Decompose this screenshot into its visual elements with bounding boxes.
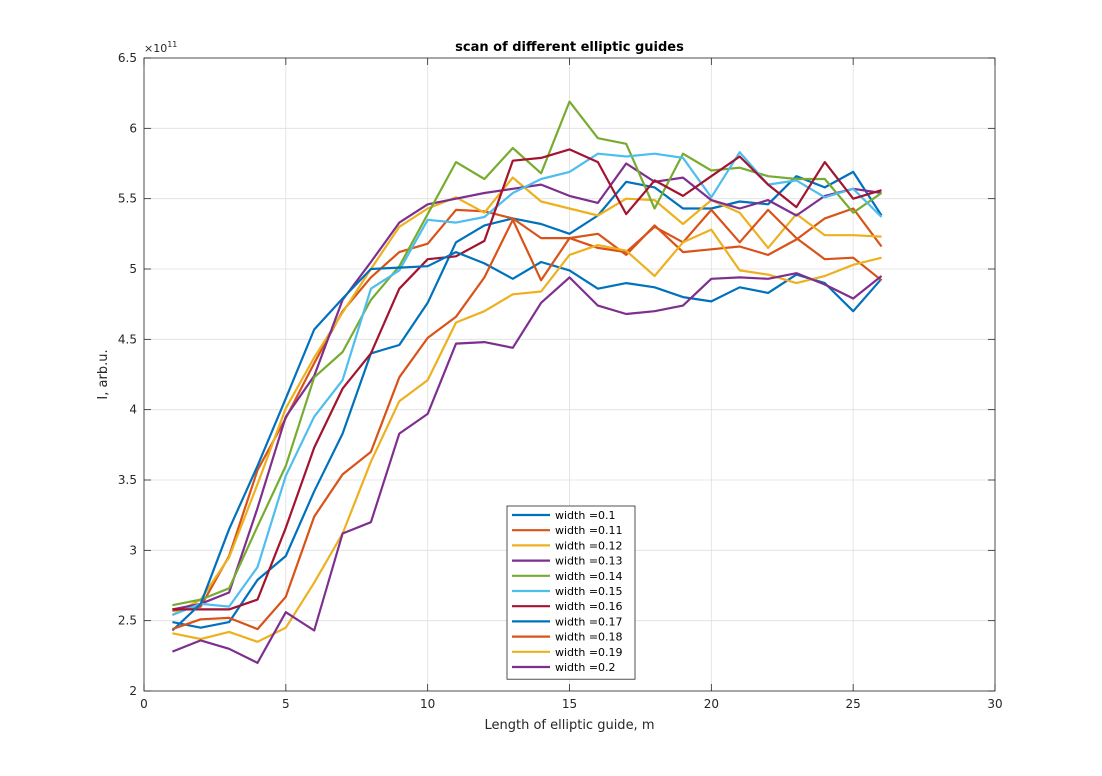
x-tick-label: 20 <box>704 697 719 711</box>
legend-entry: width =0.12 <box>555 539 623 552</box>
x-axis-label: Length of elliptic guide, m <box>485 718 655 733</box>
series-line <box>172 170 883 629</box>
legend-entry: width =0.16 <box>555 600 623 613</box>
y-tick-label: 6.5 <box>118 51 137 65</box>
y-axis-exponent-power: 11 <box>167 40 177 49</box>
x-tick-label: 25 <box>846 697 861 711</box>
series-line <box>172 228 882 643</box>
series-line <box>172 148 882 611</box>
legend-entry: width =0.19 <box>555 646 623 659</box>
y-axis-exponent-base: ×10 <box>144 42 167 55</box>
legend-entry: width =0.1 <box>555 509 616 522</box>
y-axis-exponent: ×1011 <box>144 40 177 55</box>
chart-title: scan of different elliptic guides <box>455 40 684 55</box>
y-tick-label: 2 <box>129 684 137 698</box>
x-tick-label: 30 <box>987 697 1002 711</box>
y-tick-label: 3.5 <box>118 473 137 487</box>
series-line <box>171 251 883 632</box>
legend-entry: width =0.13 <box>555 555 623 568</box>
x-tick-label: 10 <box>420 697 435 711</box>
series-line <box>172 208 883 631</box>
series-lines <box>171 100 883 665</box>
series-line <box>172 100 883 607</box>
x-tick-label: 5 <box>282 697 290 711</box>
legend-entry: width =0.11 <box>555 524 623 537</box>
y-tick-label: 5.5 <box>118 192 137 206</box>
y-tick-label: 4.5 <box>118 332 137 346</box>
y-tick-label: 6 <box>129 121 137 135</box>
y-tick-label: 4 <box>129 403 137 417</box>
x-tick-label: 0 <box>140 697 148 711</box>
y-tick-label: 3 <box>129 543 137 557</box>
series-line <box>171 176 882 616</box>
legend: width =0.1 width =0.11 width =0.12 width =0… <box>506 505 636 680</box>
legend-entry: width =0.18 <box>555 631 623 644</box>
y-tick-label: 2.5 <box>118 614 137 628</box>
axis-ticks: 0 5 10 15 20 25 30 2 2.5 3 3.5 4 4.5 5 5.5 6 6.5 <box>118 51 1003 711</box>
legend-box <box>506 505 636 680</box>
legend-entry: width =0.14 <box>555 570 623 583</box>
y-tick-label: 5 <box>129 262 137 276</box>
y-axis-label: I, arb.u. <box>96 349 111 399</box>
plot-area: 0 5 10 15 20 25 30 2 2.5 3 3.5 4 4.5 5 5.5 6 6.5 <box>118 51 1003 711</box>
series-line <box>171 272 883 665</box>
x-tick-label: 15 <box>562 697 577 711</box>
legend-entry: width =0.2 <box>555 661 616 674</box>
legend-entry: width =0.17 <box>555 615 623 628</box>
legend-entry: width =0.15 <box>555 585 623 598</box>
